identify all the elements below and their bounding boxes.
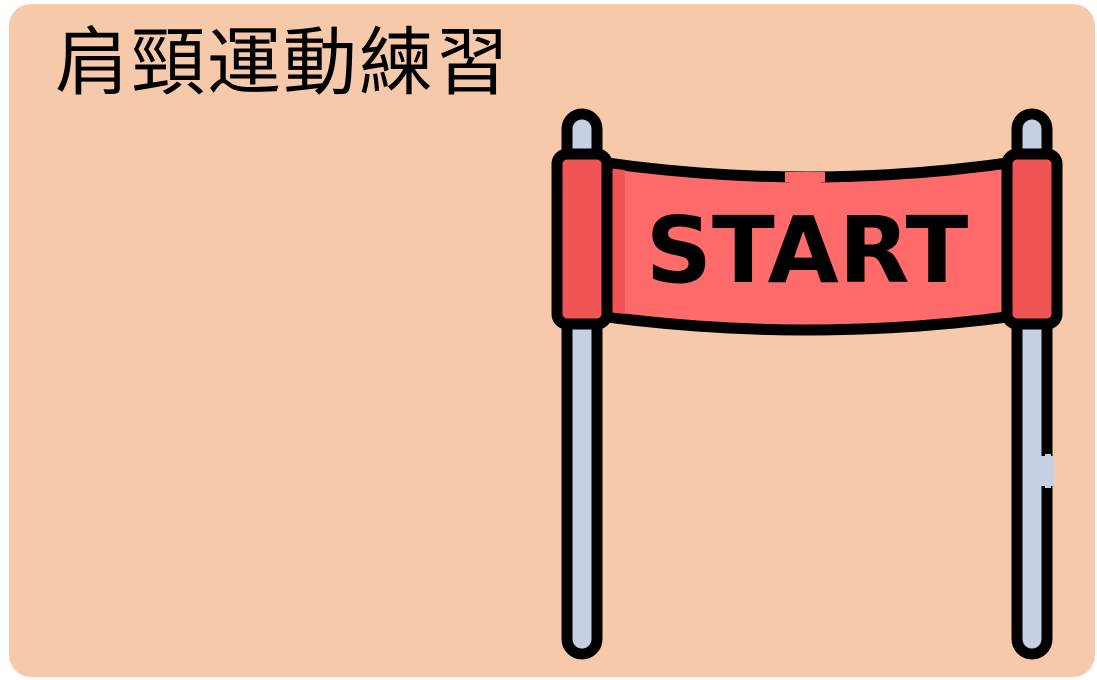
banner-text: START [646,197,969,304]
card-title: 肩頸運動練習 [55,20,511,106]
exercise-card[interactable]: 肩頸運動練習 START [9,4,1095,677]
start-banner: START [551,148,1063,336]
start-gate-icon: START [551,108,1063,660]
